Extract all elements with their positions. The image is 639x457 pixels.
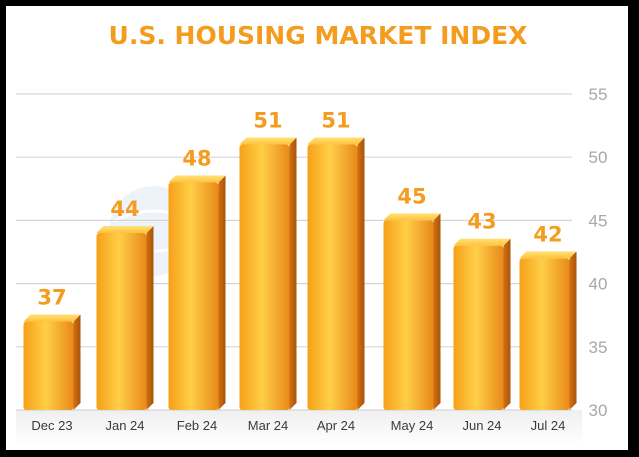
data-label: 43 — [467, 210, 496, 234]
bar-top — [23, 314, 81, 322]
bar — [168, 175, 226, 410]
y-tick-label: 40 — [589, 275, 608, 294]
y-tick-label: 35 — [589, 338, 608, 357]
y-tick-label: 45 — [589, 211, 608, 230]
bar — [23, 314, 81, 410]
bar-side — [433, 213, 441, 410]
data-label: 37 — [37, 286, 66, 310]
category-label: Jan 24 — [105, 418, 144, 433]
bar — [383, 213, 441, 410]
data-label: 51 — [253, 109, 282, 133]
bar-top — [239, 137, 297, 145]
bar-side — [73, 314, 81, 410]
chart-frame: U.S. HOUSING MARKET INDEX 30 35 40 45 50 55 3… — [6, 6, 628, 450]
bar-side — [503, 238, 511, 410]
housing-index-chart: U.S. HOUSING MARKET INDEX 30 35 40 45 50 55 3… — [16, 21, 608, 446]
category-label: Jun 24 — [462, 418, 501, 433]
category-label: Dec 23 — [31, 418, 72, 433]
bar-top — [383, 213, 441, 221]
plot-floor — [16, 410, 582, 446]
category-label: Jul 24 — [531, 418, 566, 433]
bar-front — [383, 220, 434, 410]
chart-title: U.S. HOUSING MARKET INDEX — [109, 21, 528, 50]
bar — [96, 226, 154, 410]
bar-side — [218, 175, 226, 410]
bars — [23, 137, 577, 410]
data-label: 51 — [321, 109, 350, 133]
bar — [519, 251, 577, 410]
bar-top — [453, 238, 511, 246]
bar-front — [96, 233, 147, 410]
bar-top — [168, 175, 226, 183]
bar-front — [239, 144, 290, 410]
y-tick-label: 50 — [589, 148, 608, 167]
y-tick-label: 30 — [589, 401, 608, 420]
data-label: 48 — [182, 146, 211, 170]
data-labels: 37 44 48 51 51 45 43 42 — [37, 109, 562, 310]
category-label: Mar 24 — [248, 418, 288, 433]
bar-front — [168, 182, 219, 410]
bar-side — [569, 251, 577, 410]
bar-front — [23, 321, 74, 410]
data-label: 45 — [397, 184, 426, 208]
bar — [453, 238, 511, 410]
bar-top — [519, 251, 577, 259]
data-label: 42 — [533, 222, 562, 246]
y-tick-label: 55 — [589, 85, 608, 104]
bar-front — [307, 144, 358, 410]
bar-front — [453, 245, 504, 410]
y-axis-ticks: 30 35 40 45 50 55 — [589, 85, 608, 420]
bar — [239, 137, 297, 410]
bar-side — [289, 137, 297, 410]
bar-top — [307, 137, 365, 145]
data-label: 44 — [110, 197, 139, 221]
bar-side — [357, 137, 365, 410]
bar-front — [519, 258, 570, 410]
bar-side — [146, 226, 154, 410]
bar — [307, 137, 365, 410]
category-label: May 24 — [391, 418, 434, 433]
category-labels: Dec 23 Jan 24 Feb 24 Mar 24 Apr 24 May 24 Jun … — [31, 418, 565, 433]
category-label: Apr 24 — [317, 418, 355, 433]
category-label: Feb 24 — [177, 418, 217, 433]
bar-top — [96, 226, 154, 234]
